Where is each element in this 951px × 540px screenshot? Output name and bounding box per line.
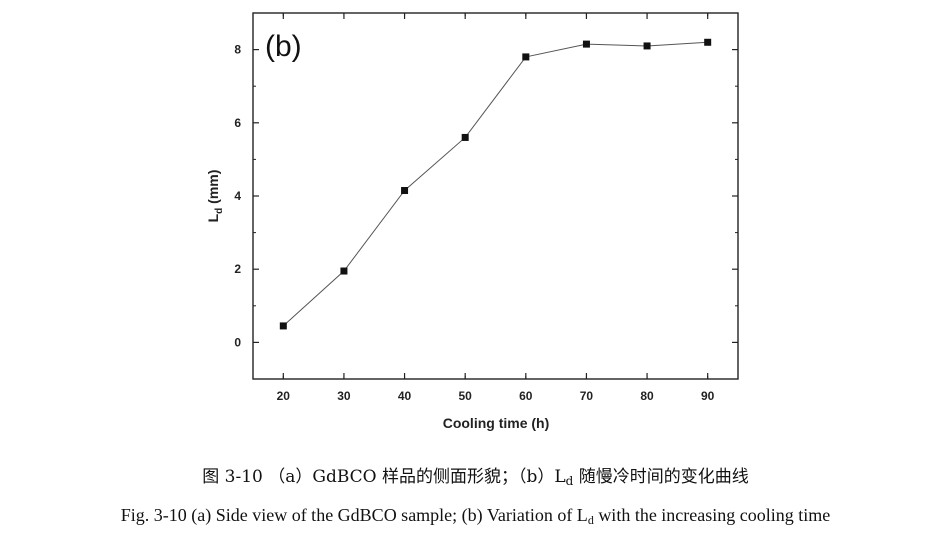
x-tick-labels: 20 30 40 50 60 70 80 90 (277, 389, 715, 403)
y-tick-label: 0 (234, 335, 241, 349)
data-point-marker (279, 322, 287, 330)
x-tick-label: 40 (398, 389, 412, 403)
y-tick-label: 2 (234, 262, 241, 276)
x-tick-label: 60 (519, 389, 533, 403)
data-point-marker (643, 42, 651, 50)
panel-label: (b) (265, 30, 302, 63)
x-tick-label: 80 (640, 389, 654, 403)
data-point-marker (522, 53, 530, 61)
x-tick-label: 70 (580, 389, 594, 403)
x-axis-label: Cooling time (h) (443, 415, 550, 431)
y-tick-label: 4 (234, 189, 241, 203)
data-point-marker (401, 187, 409, 195)
x-tick-label: 90 (701, 389, 715, 403)
data-point-marker (582, 40, 590, 48)
x-tick-label: 20 (277, 389, 291, 403)
data-markers (279, 38, 712, 330)
axis-ticks (253, 12, 738, 380)
x-tick-label: 30 (337, 389, 351, 403)
figure-caption-chinese: 图 3-10 （a）GdBCO 样品的侧面形貌；（b）Ld 随慢冷时间的变化曲线 (202, 467, 749, 488)
data-point-marker (461, 133, 469, 141)
plot-frame (252, 12, 739, 380)
y-tick-label: 8 (234, 43, 241, 57)
data-point-marker (704, 38, 712, 46)
series-line (282, 41, 708, 327)
data-point-marker (340, 267, 348, 275)
y-tick-labels: 0 2 4 6 8 (234, 43, 241, 350)
y-axis-label: Ld (mm) (205, 170, 225, 223)
y-tick-label: 6 (234, 116, 241, 130)
line-chart: 20 30 40 50 60 70 80 90 0 2 4 6 8 (b) Cooling time … (205, 12, 739, 431)
x-tick-label: 50 (459, 389, 473, 403)
figure-caption-english: Fig. 3-10 (a) Side view of the GdBCO sam… (120, 505, 831, 527)
